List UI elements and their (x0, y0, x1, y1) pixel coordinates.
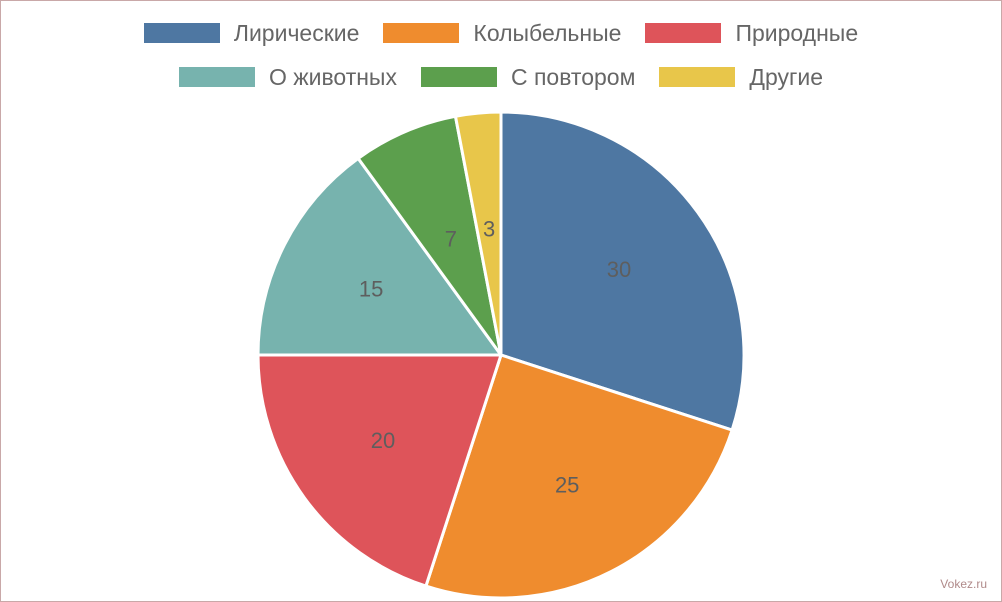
legend-label-other: Другие (749, 63, 824, 90)
legend-swatch-nature (645, 23, 722, 43)
legend-label-nature: Природные (735, 19, 859, 46)
pie-slices (256, 110, 746, 600)
legend-row-1: Лирические Колыбельные Природные (1, 15, 1001, 51)
legend-label-lullabies: Колыбельные (473, 19, 622, 46)
legend-item-nature[interactable]: Природные (645, 20, 858, 47)
slice-value-label-repetition: 7 (445, 227, 457, 252)
pie-slice-repetition[interactable] (356, 114, 503, 357)
legend-item-repetition[interactable]: С повтором (420, 63, 636, 91)
legend-row-2: О животных С повтором Другие (1, 59, 1001, 95)
legend-swatch-lyrical (143, 23, 220, 43)
legend-label-repetition: С повтором (510, 63, 636, 90)
legend-swatch-repetition (420, 67, 497, 87)
legend-label-lyrical: Лирические (233, 19, 360, 46)
slice-value-label-animals: 15 (359, 276, 383, 301)
legend-item-other[interactable]: Другие (659, 64, 823, 91)
slice-value-label-lullabies: 25 (555, 472, 579, 497)
legend-swatch-animals (178, 67, 255, 87)
legend-swatch-lullabies (383, 23, 460, 43)
pie-slice-nature[interactable] (256, 353, 503, 588)
pie-slice-labels: 30 25 20 15 7 3 (359, 217, 631, 498)
pie-slice-lullabies[interactable] (424, 353, 734, 600)
legend-item-animals[interactable]: О животных (178, 63, 397, 91)
slice-value-label-other: 3 (483, 217, 495, 242)
pie-slice-lyrical[interactable] (499, 110, 746, 432)
legend-item-lyrical[interactable]: Лирические (143, 19, 360, 47)
legend-label-animals: О животных (268, 63, 397, 90)
legend-item-lullabies[interactable]: Колыбельные (383, 20, 621, 47)
slice-value-label-lyrical: 30 (607, 257, 631, 282)
legend-swatch-other (659, 67, 736, 87)
chart-legend: Лирические Колыбельные Природные О живот… (1, 15, 1001, 103)
pie-slice-other[interactable] (453, 110, 503, 357)
watermark: Vokez.ru (940, 577, 987, 591)
slice-value-label-nature: 20 (371, 428, 395, 453)
pie-slice-animals[interactable] (256, 156, 503, 357)
